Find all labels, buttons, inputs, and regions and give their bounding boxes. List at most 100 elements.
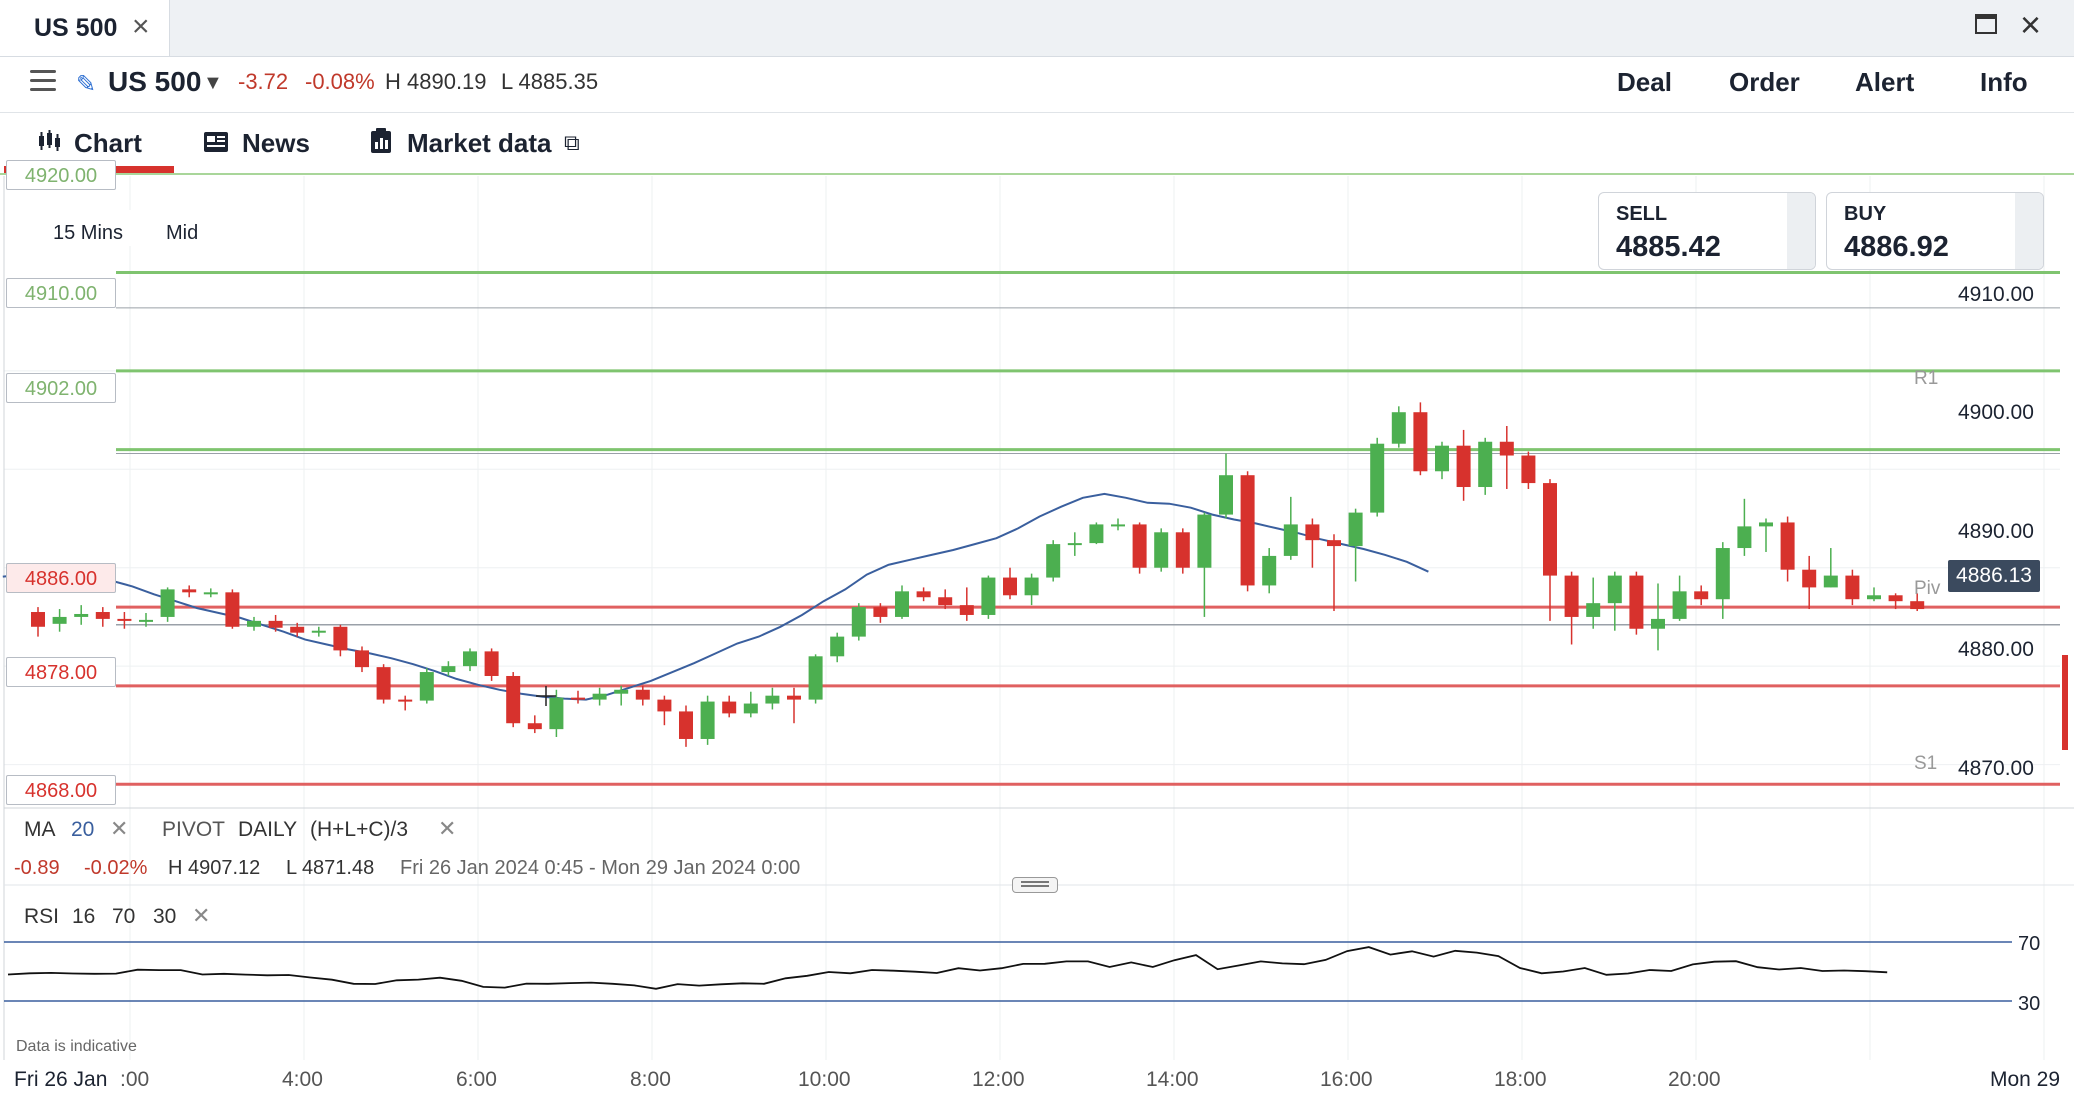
- candle: [1370, 437, 1385, 517]
- candle: [74, 605, 89, 625]
- level-pill[interactable]: 4910.00: [6, 278, 116, 308]
- candle: [808, 654, 823, 704]
- level-pill[interactable]: 4886.00: [6, 563, 116, 593]
- candle: [1111, 518, 1125, 531]
- candle: [830, 632, 845, 663]
- candle: [355, 646, 369, 673]
- candle: [873, 603, 888, 623]
- remove-pivot-icon[interactable]: ✕: [438, 816, 457, 841]
- instrument-header: [0, 57, 2074, 113]
- level-pill[interactable]: 4902.00: [6, 373, 116, 403]
- candle-body: [1413, 412, 1428, 472]
- candle-body: [1370, 443, 1385, 513]
- candle-body: [484, 651, 499, 676]
- external-link-icon[interactable]: ⧉: [564, 130, 580, 155]
- candle-body: [139, 619, 153, 622]
- x-tick-label: 16:00: [1320, 1068, 1373, 1091]
- candle-body: [743, 703, 758, 714]
- level-pill[interactable]: 4878.00: [6, 657, 116, 687]
- candle: [506, 672, 521, 728]
- candle-body: [1024, 577, 1039, 596]
- pencil-icon[interactable]: ✎: [76, 71, 97, 98]
- candle: [1586, 577, 1601, 629]
- ma-period[interactable]: 20: [71, 818, 95, 841]
- tab-chart[interactable]: Chart: [74, 128, 142, 158]
- price-scale-marker: [2062, 655, 2068, 750]
- order-button[interactable]: Order: [1729, 67, 1800, 97]
- candle: [657, 695, 672, 726]
- maximize-icon[interactable]: [1975, 14, 1997, 34]
- candle-body: [765, 695, 780, 704]
- candlestick-icon: [37, 130, 63, 152]
- remove-ma-icon[interactable]: ✕: [110, 816, 129, 841]
- candle-body: [873, 607, 888, 617]
- candle-body: [1845, 575, 1860, 600]
- candle: [1154, 528, 1169, 572]
- buy-button[interactable]: BUY 4886.92: [1826, 192, 2044, 270]
- menu-icon[interactable]: [30, 70, 56, 92]
- candle: [225, 589, 240, 629]
- sell-button[interactable]: SELL 4885.42: [1598, 192, 1816, 270]
- candle: [743, 691, 758, 718]
- document-tab[interactable]: US 500 ×: [0, 0, 170, 56]
- price-change-percent: -0.08%: [305, 69, 375, 94]
- candle: [1262, 548, 1277, 594]
- pivot-period[interactable]: DAILY: [238, 818, 298, 841]
- candle: [635, 685, 650, 706]
- candle-body: [700, 701, 715, 739]
- info-button[interactable]: Info: [1980, 67, 2028, 97]
- x-tick-label: 4:00: [282, 1068, 323, 1091]
- candle-body: [592, 693, 607, 700]
- moving-average-line: [2, 492, 1429, 701]
- instrument-name[interactable]: US 500: [108, 66, 202, 97]
- candle-body: [1391, 412, 1406, 444]
- price-type-selector[interactable]: Mid: [166, 222, 199, 244]
- candle-body: [527, 723, 542, 730]
- candle: [1391, 406, 1406, 448]
- chevron-down-icon[interactable]: ▼: [203, 72, 223, 94]
- close-tab-icon[interactable]: ×: [132, 10, 150, 43]
- candle: [1305, 518, 1320, 568]
- interval-selector[interactable]: 15 Mins: [53, 222, 124, 244]
- candle-body: [981, 577, 996, 615]
- market-data-icon: [370, 128, 392, 154]
- remove-rsi-icon[interactable]: ✕: [192, 903, 211, 928]
- candle: [1327, 534, 1341, 612]
- candle-body: [1888, 595, 1903, 602]
- panel-resize-handle[interactable]: [1012, 877, 1058, 893]
- range-dates: Fri 26 Jan 2024 0:45 - Mon 29 Jan 2024 0…: [400, 857, 801, 879]
- candle: [268, 614, 283, 632]
- candle-body: [1910, 601, 1925, 610]
- level-pill[interactable]: 4920.00: [6, 160, 116, 190]
- candle-body: [463, 651, 477, 667]
- candle-body: [311, 630, 326, 633]
- close-window-icon[interactable]: ×: [2020, 4, 2042, 45]
- tab-market-data[interactable]: Market data: [407, 128, 552, 158]
- y-tick-label: 4900.00: [1958, 401, 2034, 424]
- level-pill[interactable]: 4868.00: [6, 775, 116, 805]
- rsi-upper[interactable]: 70: [112, 905, 136, 928]
- candle: [765, 687, 780, 710]
- rsi-lower[interactable]: 30: [153, 905, 177, 928]
- candle: [333, 624, 348, 657]
- candle: [311, 626, 326, 637]
- pivot-piv-label: Piv: [1914, 578, 1941, 599]
- rsi-tick-30: 30: [2018, 993, 2041, 1015]
- rsi-period[interactable]: 16: [72, 905, 96, 928]
- candle-body: [1175, 532, 1190, 568]
- tab-news[interactable]: News: [242, 128, 310, 158]
- candle: [700, 695, 715, 745]
- candle: [1672, 575, 1687, 621]
- buy-label: BUY: [1844, 203, 1887, 225]
- news-icon: [203, 130, 229, 154]
- candle: [441, 661, 456, 676]
- sell-label: SELL: [1616, 203, 1668, 225]
- candle: [463, 648, 477, 672]
- candle-body: [52, 616, 67, 624]
- deal-button[interactable]: Deal: [1617, 67, 1672, 97]
- alert-button[interactable]: Alert: [1855, 67, 1915, 97]
- candle: [247, 616, 261, 631]
- pivot-formula[interactable]: (H+L+C)/3: [310, 818, 409, 841]
- candle-body: [1327, 540, 1341, 547]
- price-change: -3.72: [238, 69, 289, 94]
